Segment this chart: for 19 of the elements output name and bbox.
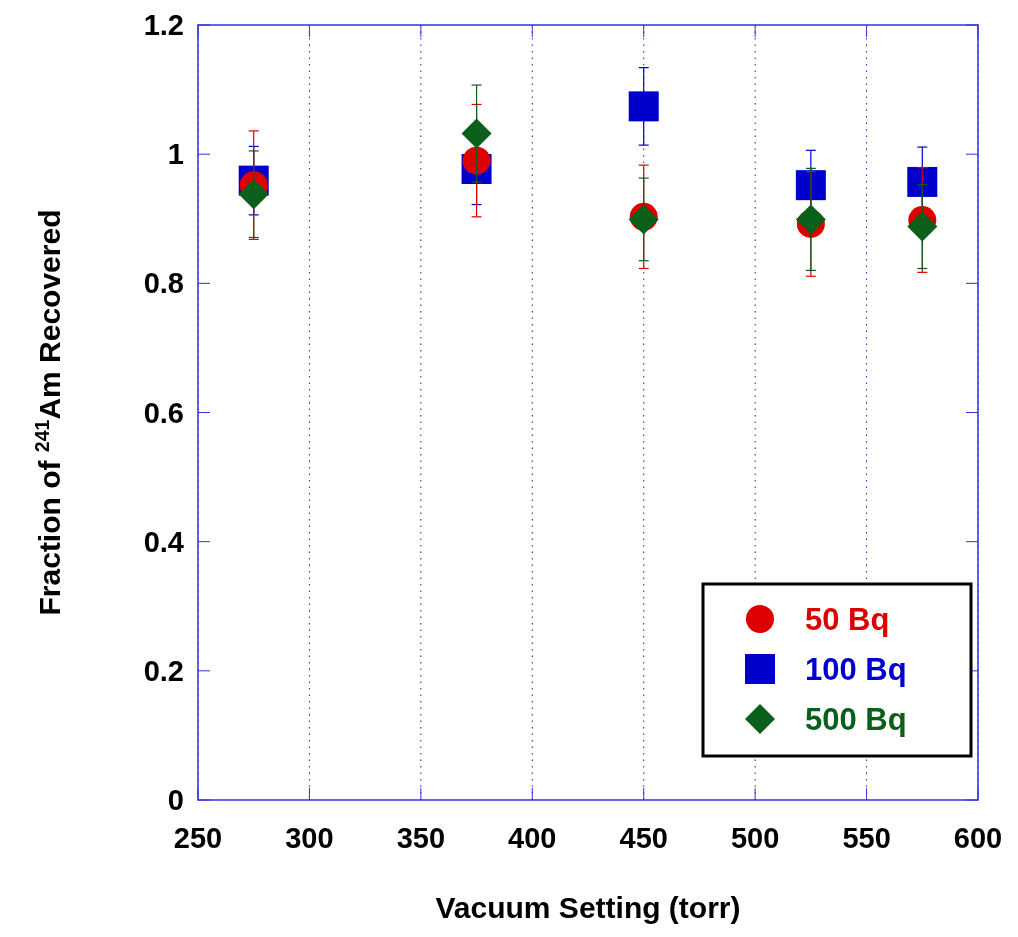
x-tick-label: 300 xyxy=(285,822,334,854)
x-axis-title: Vacuum Setting (torr) xyxy=(435,891,741,924)
y-tick-label: 1 xyxy=(167,138,184,171)
y-tick-label: 1.2 xyxy=(143,9,184,42)
y-tick-label: 0.6 xyxy=(143,396,184,429)
x-tick-label: 250 xyxy=(173,822,223,854)
x-tick-label: 350 xyxy=(396,822,446,854)
x-tick-label: 400 xyxy=(508,822,557,854)
y-tick-label: 0.4 xyxy=(143,525,184,558)
y-tick-label: 0 xyxy=(167,784,184,817)
x-tick-label: 600 xyxy=(953,822,1003,854)
x-tick-label: 450 xyxy=(619,822,668,854)
legend-label: 500 Bq xyxy=(805,702,907,738)
legend-label: 50 Bq xyxy=(805,602,890,638)
x-tick-label: 550 xyxy=(842,822,891,854)
x-tick-label: 500 xyxy=(730,822,780,854)
y-tick-label: 0.8 xyxy=(143,267,184,300)
y-tick-label: 0.2 xyxy=(143,654,184,687)
legend-label: 100 Bq xyxy=(805,652,907,688)
